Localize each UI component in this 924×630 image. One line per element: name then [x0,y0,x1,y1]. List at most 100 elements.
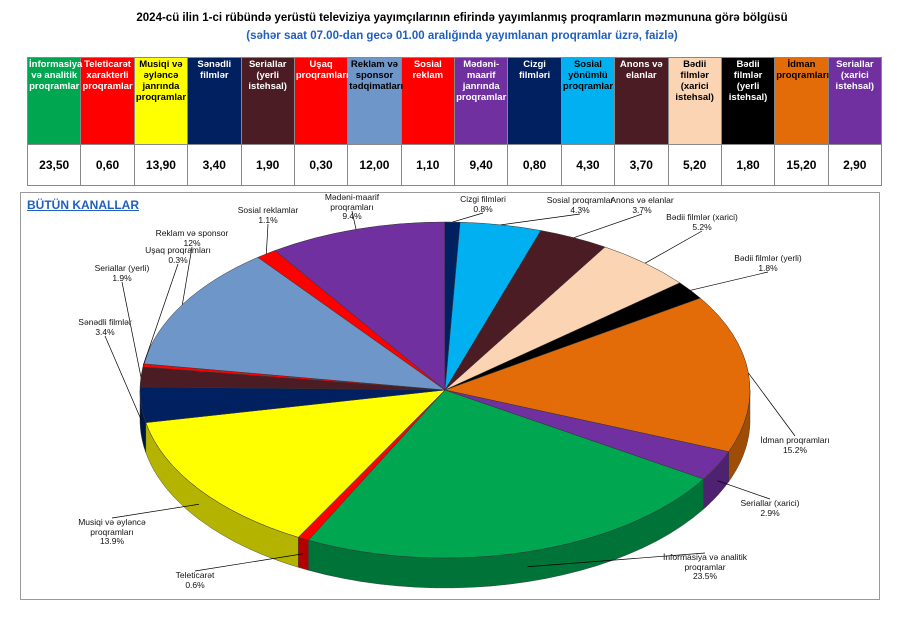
table-value-cell: 0,30 [293,144,349,186]
pie-slice [444,389,730,480]
slice-value: 3.7% [632,204,652,215]
slice-value: 0.6% [185,579,205,590]
slice-label: Anons və elanlar 3.7% [592,195,692,215]
table-value-cell: 2,90 [827,144,883,186]
leader-line [573,213,643,239]
slice-label: Reklam və sponsor 12% [142,228,242,248]
table-header-cell: Bədii filmlər (xarici istehsal) [667,57,722,145]
leader-line [644,230,703,264]
slice-value: 0.8% [473,203,493,214]
slice-label: İdman proqramları 15.2% [745,435,845,455]
table-header-cell: İnformasiya və analitik proqramlar [26,57,82,145]
leader-line [748,372,796,437]
chart-label: BÜTÜN KANALLAR [27,198,139,212]
table-header-cell: Anons və elanlar [614,57,669,145]
slice-value: 2.9% [760,507,780,518]
table-value-cell: 4,30 [560,144,616,186]
slice-label: Seriallar (yerli) 1.9% [72,263,172,283]
pie-slice [274,221,446,391]
pie-slice [145,389,446,538]
slice-value: 1.8% [758,262,778,273]
slice-value: 3.4% [95,326,115,337]
table-header-cell: Sosial reklam [400,57,456,145]
leader-line [194,553,304,572]
table-value-cell: 5,20 [667,144,722,186]
slice-value: 9.4% [342,211,362,221]
slice-value: 23.5% [692,571,718,581]
leader-line [121,281,142,378]
chart-subtitle: (səhər saat 07.00-dan gecə 01.00 aralığı… [246,30,678,42]
leader-line [111,503,199,519]
slice-side [298,537,309,571]
leader-line [527,552,706,568]
table-header-cell: Teleticarət xarakterli proqramlar [80,57,135,145]
slice-label: Sosial reklamlar 1.1% [218,205,318,225]
chart-title: 2024-cü ilin 1-ci rübündə yerüstü televi… [136,12,788,24]
table-value-cell: 9,40 [453,144,509,186]
slice-value: 0.3% [168,254,188,265]
pie-slice [444,297,751,453]
slice-value: 15.2% [782,444,808,455]
table-header-cell: Uşaq proqramları [293,57,349,145]
slice-name: Bədii filmlər (yerli) [734,253,802,263]
slice-label: Cizgi filmləri 0.8% [433,194,533,214]
data-table: İnformasiya və analitik proqramlar Teleti… [26,57,883,186]
slice-label: Sənədli filmlər 3.4% [55,317,155,337]
slice-label: Teleticarət 0.6% [145,570,245,590]
table-value-cell: 1,90 [240,144,295,186]
slice-name: Reklam və sponsor [155,228,229,238]
leader-line [265,223,269,254]
slice-label: Sosial proqramlar 4.3% [530,195,630,215]
slice-name: Musiqi və əyləncə proqramları [78,517,146,537]
slice-name: Sənədli filmlər [78,317,132,327]
table-header-cell: Sənədli filmlər [187,57,242,145]
table-header-cell: Reklam və sponsor tədqimatları [347,57,403,145]
table-header-cell: Seriallar (yerli istehsal) [240,57,295,145]
slice-value: 13.9% [99,536,125,546]
leader-line [452,212,484,223]
leader-line [717,480,771,500]
slice-name: Cizgi filmləri [460,194,506,204]
slice-label: Uşaq proqramları 0.3% [128,245,228,265]
pie-slice [307,389,705,559]
chart-frame [20,192,880,600]
slice-name: İnformasiya və analitik proqramlar [662,552,748,572]
table-header-cell: Musiqi və əyləncə janrında proqramlar [133,57,189,145]
slice-name: Uşaq proqramları [145,245,211,255]
table-value-cell: 23,50 [26,144,82,186]
slice-label: Bədii filmlər (yerli) 1.8% [718,253,818,273]
slice-label: Bədii filmlər (xarici) 5.2% [652,212,752,232]
slice-name: Sosial proqramlar [546,195,614,205]
table-header-cell: Mədəni-maarif janrında proqramlar [453,57,509,145]
slice-value: 1.1% [258,214,278,225]
slice-name: İdman proqramları [760,435,830,445]
slice-label: İnformasiya və analitik proqramlar 23.5% [655,552,755,582]
slice-value: 5.2% [692,221,712,232]
leader-line [500,213,581,226]
slice-name: Seriallar (xarici) [740,498,800,508]
slice-value: 4.3% [570,204,590,215]
leader-line [351,210,357,230]
slice-name: Sosial reklamlar [237,205,299,215]
slice-value: 1.9% [112,272,132,283]
table-value-cell: 1,10 [400,144,456,186]
slice-name: Bədii filmlər (xarici) [666,212,738,222]
table-value-cell: 1,80 [720,144,776,186]
slice-name: Mədəni-maarif proqramları [324,192,380,212]
slice-name: Anons və elanlar [610,195,674,205]
slice-name: Teleticarət [175,570,215,580]
leader-line [104,335,142,421]
slice-label: Musiqi və əyləncə proqramları 13.9% [62,517,162,547]
leader-line [142,263,179,366]
slice-value: 12% [183,237,201,248]
table-header-cell: Bədii filmlər (yerli istehsal) [720,57,776,145]
table-header-cell: Sosial yönümlü proqramlar [560,57,616,145]
slice-label: Seriallar (xarici) 2.9% [720,498,820,518]
table-header-cell: Cizgi filmləri [507,57,562,145]
leader-line [690,271,769,291]
table-value-cell: 0,60 [80,144,135,186]
slice-label: Mədəni-maarif proqramları 9.4% [302,192,402,222]
table-value-cell: 12,00 [347,144,402,186]
